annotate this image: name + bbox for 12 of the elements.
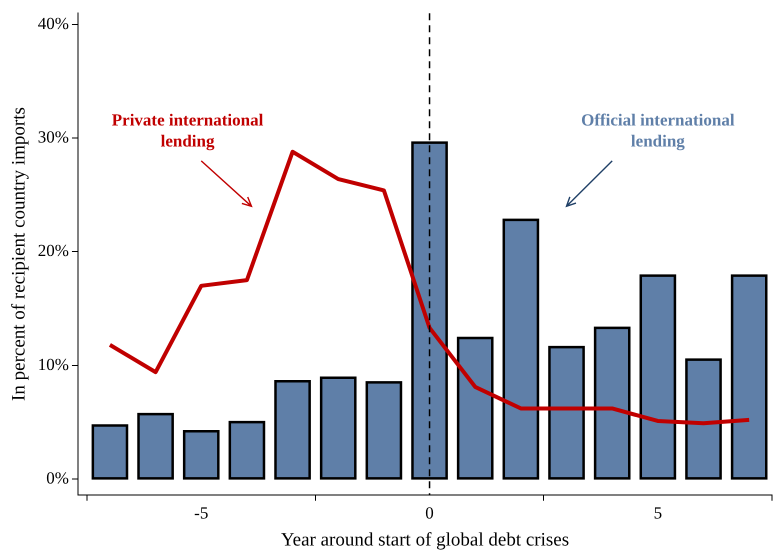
text: Official international lending [581, 110, 735, 150]
x-tick-label: 5 [654, 503, 662, 522]
series-label: Private international lending [112, 110, 264, 150]
x-tick-label: 0 [425, 503, 434, 522]
y-tick-label: 40% [38, 14, 69, 34]
y-tick-label: 30% [38, 128, 69, 147]
x-tick-label: -5 [194, 503, 208, 522]
y-tick-label: 20% [38, 241, 69, 260]
y-tick-label: 0% [46, 468, 69, 488]
x-axis-title: Year around start of global debt crises [280, 530, 570, 551]
y-tick-label: 10% [38, 354, 69, 374]
y-axis-title: In percent of recipient country imports [8, 107, 30, 401]
